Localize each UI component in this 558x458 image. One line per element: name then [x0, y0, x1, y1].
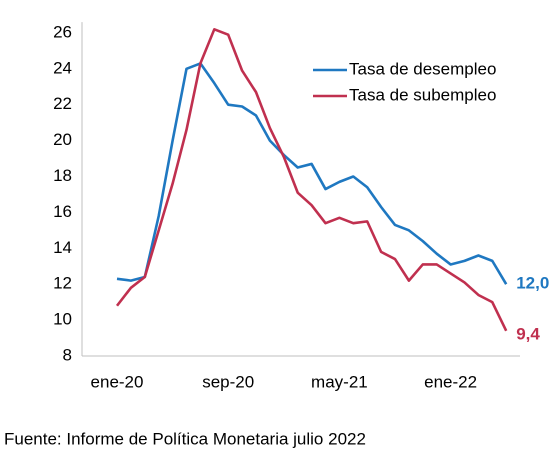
y-tick-label: 20 — [53, 130, 72, 149]
y-tick-label: 26 — [53, 22, 72, 41]
legend-label: Tasa de subempleo — [349, 85, 496, 104]
x-tick-label: ene-22 — [424, 372, 477, 391]
y-tick-label: 14 — [53, 238, 72, 257]
data-label: 9,4 — [516, 324, 540, 343]
y-tick-label: 24 — [53, 58, 72, 77]
legend-label: Tasa de desempleo — [349, 59, 496, 78]
y-tick-label: 10 — [53, 310, 72, 329]
source-note: Fuente: Informe de Política Monetaria ju… — [4, 429, 366, 448]
data-line — [115, 28, 508, 332]
data-label: 12,0 — [516, 274, 549, 293]
y-tick-label: 16 — [53, 202, 72, 221]
y-tick-label: 12 — [53, 274, 72, 293]
y-tick-label: 22 — [53, 94, 72, 113]
data-line — [116, 62, 508, 285]
x-tick-label: ene-20 — [91, 372, 144, 391]
y-tick-label: 8 — [63, 345, 72, 364]
x-tick-label: may-21 — [311, 372, 368, 391]
x-tick-label: sep-20 — [202, 372, 254, 391]
y-tick-label: 18 — [53, 166, 72, 185]
